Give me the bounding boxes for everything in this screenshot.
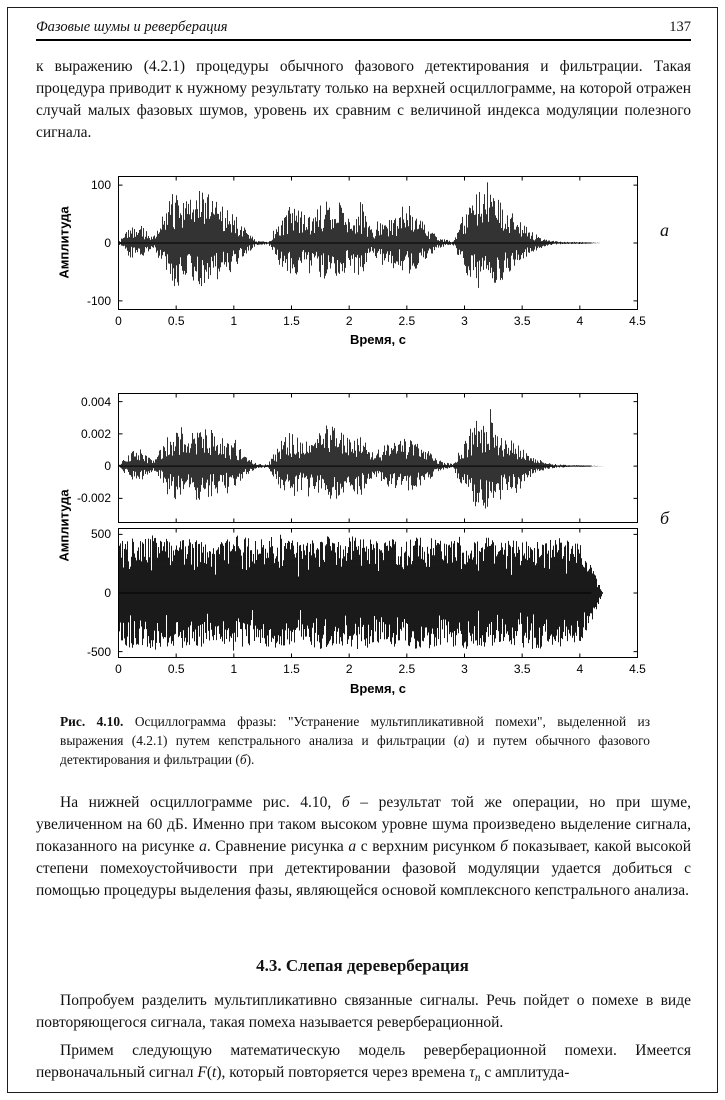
fig_a-waveform-canvas	[118, 176, 638, 310]
x-tick-label: 1.5	[283, 662, 300, 676]
panel-label-b: б	[660, 508, 670, 528]
fig_b_bottom-waveform-canvas	[118, 528, 638, 658]
x-tick-label: 2	[345, 662, 353, 676]
oscillogram-b-bottom-plot: 0 0.5 1 1.5 2 2.5 3 3.5 4 4.5 500 0 -500	[87, 527, 646, 676]
panel-label-a: а	[660, 220, 669, 240]
fig_b_top-waveform-canvas	[118, 393, 638, 523]
paragraph-3: Попробуем разделить мультипликативно свя…	[36, 992, 691, 1031]
x-axis-label-b: Время, с	[349, 681, 407, 696]
x-tick-label: 0.5	[167, 314, 185, 328]
page-header: Фазовые шумы и реверберация 137	[36, 19, 691, 36]
y-axis-label-b: Амплитуда	[56, 489, 72, 562]
x-tick-label: 4.5	[629, 662, 646, 676]
paragraph-2: На нижней осциллограмме рис. 4.10, б – р…	[36, 794, 691, 899]
page-number: 137	[669, 19, 691, 35]
x-tick-label: 2	[345, 314, 353, 328]
x-tick-label: 0.5	[167, 662, 185, 676]
y-tick-label: -100	[86, 293, 111, 308]
paragraph-4: Примем следующую математическую модель р…	[36, 1042, 691, 1085]
y-tick-label: 100	[90, 178, 111, 193]
y-tick-label: 500	[90, 527, 111, 542]
x-tick-label: 1.5	[283, 314, 300, 328]
y-tick-label: 0	[104, 459, 111, 474]
y-axis-label-a: Амплитуда	[56, 206, 72, 279]
x-tick-label: 4	[576, 662, 584, 676]
x-tick-label: 3	[461, 662, 468, 676]
x-tick-label: 4	[576, 314, 584, 328]
y-tick-label: 0	[104, 236, 111, 250]
y-tick-label: -0.002	[76, 491, 111, 506]
x-tick-label: 1	[230, 314, 238, 328]
x-tick-label: 0	[115, 662, 122, 676]
figure-caption: Рис. 4.10. Осциллограмма фразы: "Устране…	[60, 714, 650, 767]
y-tick-label: -500	[86, 644, 111, 659]
paragraph-1: к выражению (4.2.1) процедуры обычного ф…	[36, 58, 691, 141]
oscillogram-b-top-plot: 0.004 0.002 0 -0.002	[77, 393, 638, 523]
x-tick-label: 2.5	[398, 662, 416, 676]
x-tick-label: 1	[230, 662, 238, 676]
x-tick-label: 3	[461, 314, 468, 328]
header-rule	[36, 39, 691, 41]
x-axis-label-a: Время, с	[349, 332, 407, 347]
x-tick-label: 3.5	[513, 314, 531, 328]
y-tick-label: 0.004	[80, 394, 111, 409]
oscillogram-a-plot: 0 0.5 1 1.5 2 2.5 3 3.5 4 4.5 100 0 -100	[87, 176, 646, 328]
x-tick-label: 3.5	[513, 662, 531, 676]
running-header-title: Фазовые шумы и реверберация	[36, 19, 228, 35]
x-tick-label: 2.5	[398, 314, 416, 328]
y-tick-label: 0.002	[80, 426, 111, 441]
figure-4-10: 0 0.5 1 1.5 2 2.5 3 3.5 4 4.5 100 0 -100 Амплитуда В…	[0, 160, 725, 708]
x-tick-label: 0	[115, 314, 122, 328]
section-heading: 4.3. Слепая дереверберация	[256, 956, 469, 975]
x-tick-label: 4.5	[629, 314, 646, 328]
y-tick-label: 0	[104, 586, 111, 600]
